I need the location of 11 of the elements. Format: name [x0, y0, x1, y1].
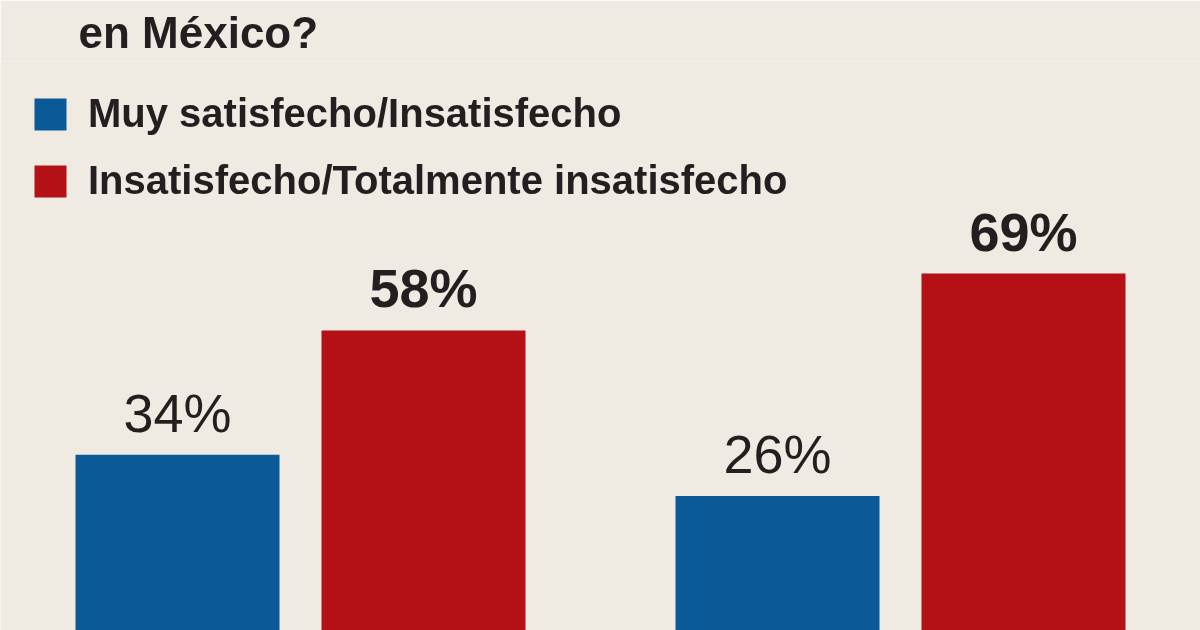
data-label: 26%	[723, 424, 832, 485]
bar	[75, 454, 280, 630]
bar	[321, 330, 526, 630]
data-label: 58%	[369, 258, 478, 319]
bar	[921, 273, 1126, 630]
data-label: 34%	[123, 382, 232, 443]
chart-title: en México?	[78, 7, 319, 57]
legend-label: Insatisfecho/Totalmente insatisfecho	[88, 158, 788, 203]
legend-label: Muy satisfecho/Insatisfecho	[88, 91, 622, 136]
bar	[675, 496, 880, 630]
data-label: 69%	[969, 201, 1078, 262]
